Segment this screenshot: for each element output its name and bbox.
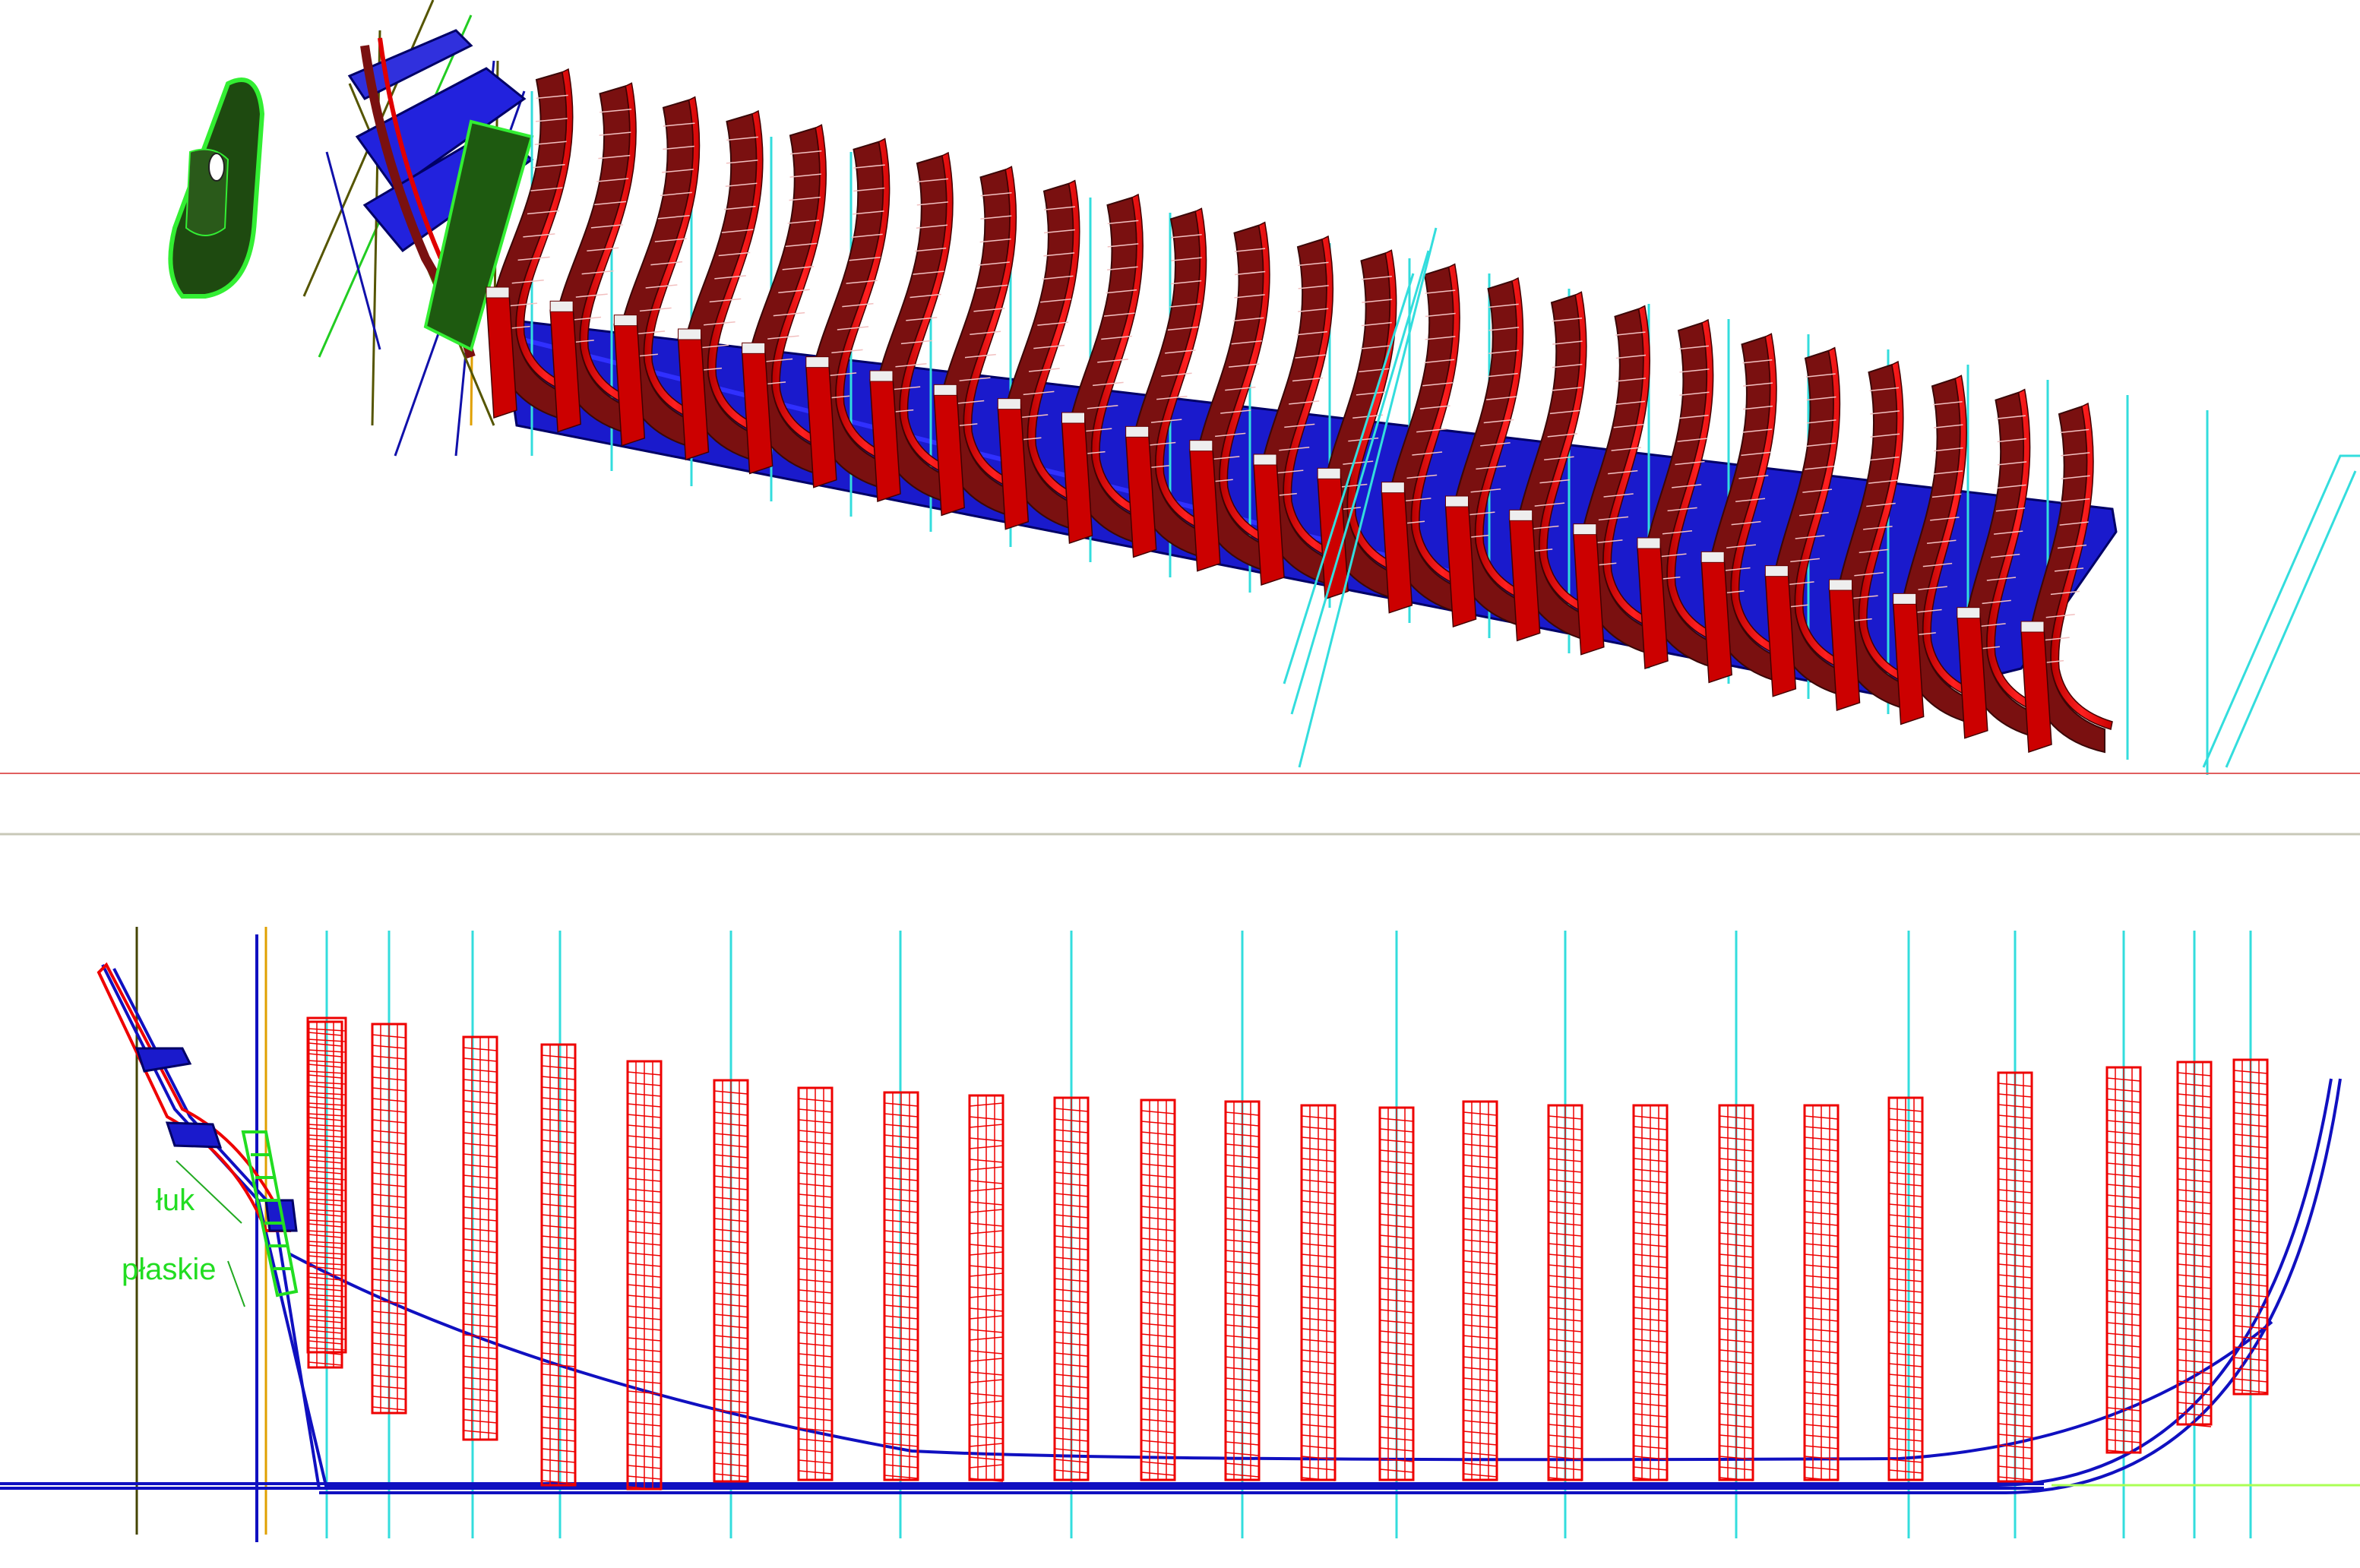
frame-perspective [1764,346,1858,698]
frame-perspective [997,179,1090,533]
frame-perspective [1444,277,1538,629]
frames-side [306,1016,2269,1491]
bow-detail-side: łuk płaskie [96,962,299,1307]
frame-perspective [1892,375,1985,726]
frames-perspective [486,68,2113,754]
perspective-view [0,0,2360,775]
frame-perspective [869,151,962,505]
frame-side [1632,1104,1669,1481]
station-lines-side [325,931,2252,1538]
side-view: łuk płaskie [0,927,2360,1542]
frame-side [371,1023,407,1415]
frame-perspective [1637,318,1729,671]
frame-side [306,1016,347,1354]
frame-side [1053,1096,1090,1481]
frame-side [462,1035,498,1441]
frame-side [797,1086,834,1481]
hull-profile [0,964,2342,1494]
frame-side [1300,1104,1337,1481]
frame-side [883,1091,919,1481]
frame-perspective [2020,402,2113,754]
frame-perspective [805,138,898,492]
frame-side [2232,1058,2269,1396]
frame-perspective [1700,333,1794,684]
frame-side [968,1094,1004,1482]
frame-side [713,1079,749,1483]
frame-side [1803,1104,1840,1481]
frame-perspective [549,82,643,436]
frame-side [1462,1100,1498,1481]
frame-perspective [677,109,770,463]
frame-perspective [1253,235,1346,588]
stem-plate [168,77,265,299]
frame-side [2176,1061,2213,1427]
frame-side [1997,1071,2033,1483]
frame-perspective [613,96,707,450]
frame-side [1224,1100,1261,1481]
frame-side [626,1060,663,1491]
arc-label: łuk [156,1184,195,1217]
frame-perspective [1508,291,1602,643]
flat-label: płaskie [122,1253,217,1286]
frame-side [1887,1096,1924,1481]
frame-side [1140,1099,1176,1481]
stern-construction-lines [1283,227,2360,768]
frame-side [1718,1104,1754,1481]
frame-perspective [741,124,834,477]
frame-side [540,1043,577,1487]
frame-perspective [1828,360,1922,712]
frame-side [2105,1066,2142,1454]
frame-perspective [1125,207,1218,560]
frame-side [1547,1104,1583,1481]
frame-side [1378,1106,1415,1481]
